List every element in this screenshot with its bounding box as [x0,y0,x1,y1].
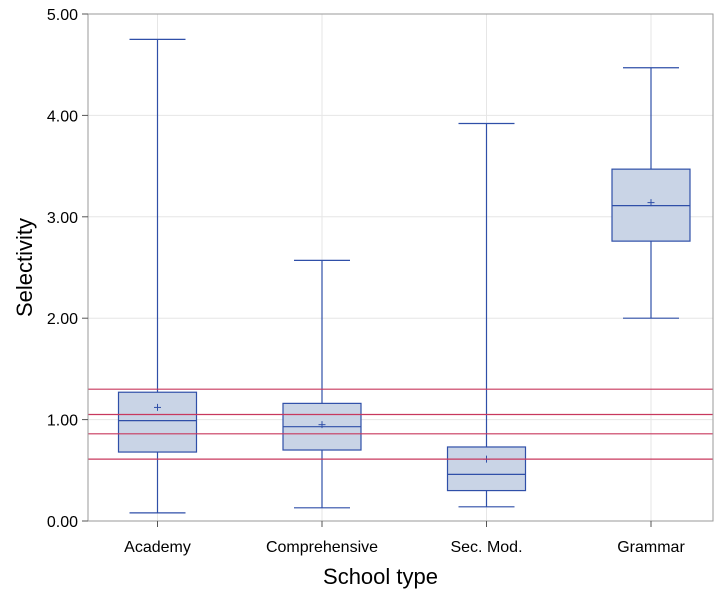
reference-lines [88,388,713,460]
box-series [117,38,691,514]
y-tick-label-3: 3.00 [47,210,78,227]
box-0 [117,38,198,514]
x-tick-label-2: Sec. Mod. [450,539,522,556]
plot-frame [87,13,714,522]
box-1 [282,259,362,509]
box-iqr [117,391,198,453]
box-3 [611,67,691,319]
y-tick-label-2: 2.00 [47,311,78,328]
y-tick-label-0: 0.00 [47,514,78,531]
box-2 [446,122,527,508]
y-tick-label-1: 1.00 [47,413,78,430]
y-tick-label-5: 5.00 [47,7,78,24]
box-iqr [446,446,527,492]
x-axis-title: School type [323,564,438,589]
x-tick-label-0: Academy [124,539,191,556]
y-axis-ticks: 0.00 1.00 2.00 3.00 4.00 5.00 [47,7,88,531]
x-tick-label-3: Grammar [617,539,685,556]
x-axis-ticks: Academy Comprehensive Sec. Mod. Grammar [124,521,685,556]
y-axis-title: Selectivity [12,218,37,317]
x-tick-label-1: Comprehensive [266,539,378,556]
y-tick-label-4: 4.00 [47,108,78,125]
